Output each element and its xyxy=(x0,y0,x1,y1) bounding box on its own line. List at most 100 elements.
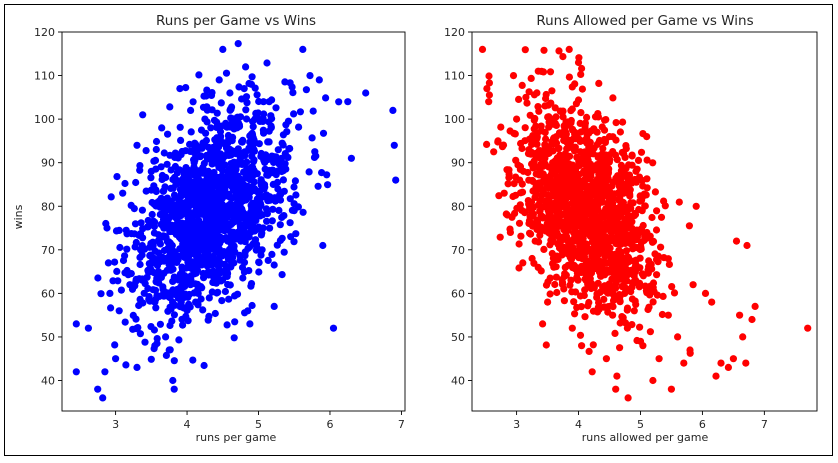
data-point xyxy=(584,270,592,278)
data-point xyxy=(505,174,513,182)
data-point xyxy=(542,94,550,103)
data-point xyxy=(270,261,278,269)
data-point xyxy=(390,141,398,149)
data-point xyxy=(208,288,216,296)
data-point xyxy=(254,196,262,204)
y-tick-label: 100 xyxy=(34,113,55,126)
data-point xyxy=(160,199,168,207)
data-point xyxy=(252,246,260,254)
data-point xyxy=(562,227,570,235)
data-point xyxy=(219,45,227,54)
data-point xyxy=(177,190,185,198)
data-point xyxy=(617,189,625,197)
data-point xyxy=(231,318,239,326)
data-point xyxy=(649,376,657,385)
data-point xyxy=(540,245,548,253)
data-point xyxy=(289,89,297,97)
data-point xyxy=(583,210,591,218)
data-point xyxy=(166,321,174,330)
data-point xyxy=(569,144,577,152)
data-point xyxy=(602,355,611,363)
data-point xyxy=(215,191,223,199)
data-point xyxy=(182,147,190,155)
axis-ticks: 3 4 5 6 7 40 50 60 70 80 90 100 110 120 xyxy=(34,26,405,431)
data-point xyxy=(515,95,523,103)
data-point xyxy=(278,234,286,242)
data-point xyxy=(205,294,213,302)
data-point xyxy=(238,208,246,216)
data-point xyxy=(265,98,273,106)
data-point xyxy=(551,119,559,127)
data-point xyxy=(215,76,223,84)
data-point xyxy=(543,197,551,205)
data-point xyxy=(572,189,580,197)
data-point xyxy=(113,267,121,275)
data-point xyxy=(238,263,247,272)
data-point xyxy=(147,355,155,363)
data-point xyxy=(249,227,257,235)
data-point xyxy=(496,233,504,241)
data-point xyxy=(222,272,230,280)
data-point xyxy=(213,109,221,117)
data-point xyxy=(546,203,554,211)
x-tick-label: 5 xyxy=(637,418,644,431)
data-point xyxy=(543,219,551,227)
data-point xyxy=(103,224,111,232)
data-point xyxy=(551,203,559,211)
data-point xyxy=(630,270,638,278)
data-point xyxy=(609,227,617,235)
data-point xyxy=(587,172,595,181)
data-point xyxy=(181,175,189,183)
data-point xyxy=(717,359,725,367)
data-point xyxy=(152,145,160,154)
data-point xyxy=(164,130,172,138)
data-point xyxy=(641,233,649,241)
data-point xyxy=(562,271,570,279)
data-point xyxy=(234,192,242,200)
data-point xyxy=(586,166,595,174)
data-point xyxy=(535,179,544,187)
data-point xyxy=(651,188,660,196)
data-point xyxy=(483,140,491,148)
data-point xyxy=(243,115,251,123)
data-point xyxy=(160,187,168,195)
data-point xyxy=(131,243,139,251)
data-point xyxy=(685,222,694,230)
data-point xyxy=(518,144,526,153)
data-point xyxy=(545,123,553,131)
data-point xyxy=(562,152,571,161)
data-point xyxy=(213,134,221,142)
data-point xyxy=(152,187,160,196)
data-point xyxy=(628,218,636,226)
data-point xyxy=(572,181,580,189)
data-point xyxy=(133,363,141,371)
data-point xyxy=(485,79,493,87)
data-point xyxy=(609,311,617,319)
data-point xyxy=(572,174,580,182)
data-point xyxy=(151,298,159,306)
data-point xyxy=(280,248,288,256)
data-point xyxy=(512,156,520,164)
data-point xyxy=(606,266,615,274)
chart-title: Runs per Game vs Wins xyxy=(156,13,316,29)
data-point xyxy=(249,123,257,131)
data-point xyxy=(624,394,632,402)
data-point xyxy=(657,213,666,221)
x-tick-label: 4 xyxy=(575,418,582,431)
data-point xyxy=(185,217,193,225)
data-point xyxy=(613,217,621,225)
data-point xyxy=(518,81,526,89)
data-point xyxy=(170,357,178,365)
data-point xyxy=(621,215,629,223)
data-point xyxy=(521,46,529,54)
data-point xyxy=(218,297,226,305)
data-point xyxy=(571,133,579,141)
data-point xyxy=(222,190,231,198)
data-point xyxy=(238,160,246,168)
data-point xyxy=(736,311,744,319)
y-tick-label: 120 xyxy=(34,26,55,39)
data-point xyxy=(225,253,233,261)
data-point xyxy=(657,243,665,251)
data-point xyxy=(169,277,177,285)
data-point xyxy=(574,96,583,104)
